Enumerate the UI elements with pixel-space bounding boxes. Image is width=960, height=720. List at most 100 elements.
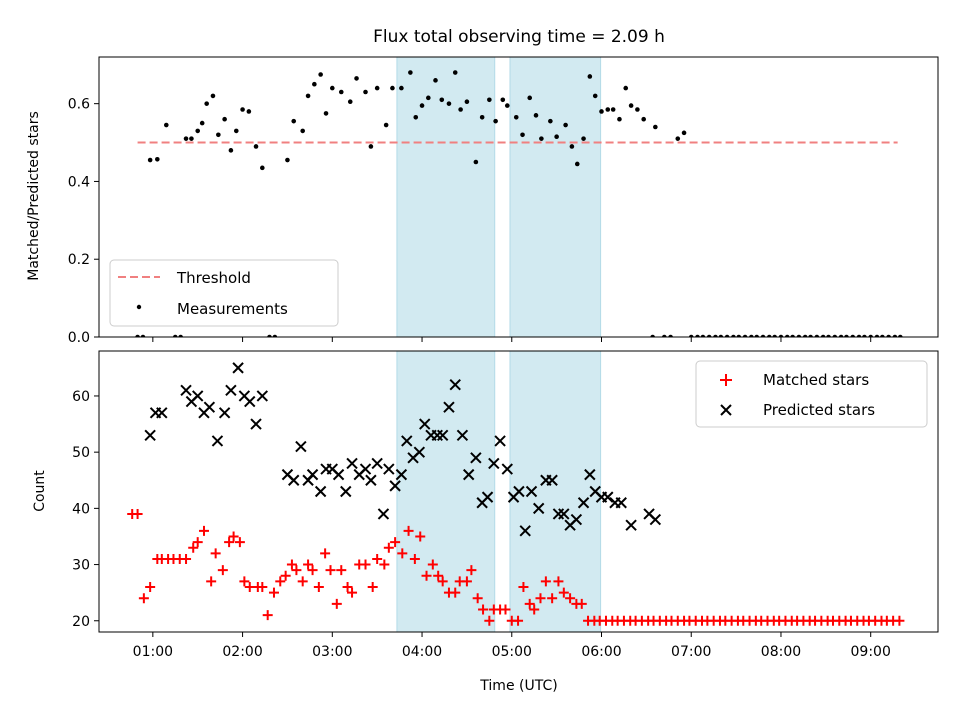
matched-point <box>415 531 426 542</box>
measurement-point <box>724 334 730 337</box>
predicted-point <box>180 384 192 397</box>
measurement-point <box>760 334 766 337</box>
measurement-point <box>826 334 831 337</box>
measurement-point <box>347 99 353 105</box>
x-tick-label: 07:00 <box>671 644 711 660</box>
measurement-point <box>548 118 553 124</box>
measurement-point <box>675 136 681 141</box>
measurement-point <box>767 334 772 337</box>
measurement-point <box>189 136 194 141</box>
matched-point <box>403 525 414 536</box>
predicted-point <box>462 468 475 481</box>
measurement-point <box>713 334 718 337</box>
matched-point <box>540 576 551 587</box>
x-tick-label: 04:00 <box>402 644 442 660</box>
top-panel: 0.0 0.2 0.4 0.6 <box>68 56 939 346</box>
measurement-point <box>790 334 795 337</box>
y-tick-label-top: 0.6 <box>68 97 90 113</box>
measurement-point <box>641 116 646 122</box>
measurement-point <box>605 107 611 112</box>
measurement-point <box>838 334 844 337</box>
measurement-point <box>433 78 438 83</box>
predicted-point <box>359 463 372 475</box>
predicted-point <box>314 485 327 498</box>
measurement-point <box>399 85 404 91</box>
bottom-panel: 20 30 40 50 60 01:00 02:00 03:00 04:00 05:00 06:00… <box>72 350 939 660</box>
measurement-point <box>856 334 862 337</box>
matched-point <box>433 570 444 581</box>
measurement-point <box>533 113 539 118</box>
predicted-point <box>395 468 408 481</box>
axes-frame-bottom <box>98 350 939 633</box>
measurement-point <box>228 148 234 153</box>
measurement-point <box>354 76 359 81</box>
matched-point <box>217 565 228 576</box>
predicted-point <box>340 485 352 498</box>
predicted-point <box>191 390 204 402</box>
predicted-point <box>649 513 662 526</box>
legend-top: Threshold Measurements <box>109 259 339 327</box>
matched-point <box>320 548 331 559</box>
measurement-point <box>587 74 593 79</box>
measurement-point <box>363 89 368 95</box>
predicted-point <box>449 379 461 391</box>
measurement-point <box>527 95 533 101</box>
predicted-point <box>519 525 531 537</box>
matched-point <box>307 565 318 576</box>
x-tick-label: 05:00 <box>492 644 532 660</box>
matched-point <box>427 559 438 570</box>
measurement-point <box>718 334 724 337</box>
measurement-point <box>147 157 153 163</box>
predicted-point <box>244 395 256 408</box>
x-tick-label: 01:00 <box>133 644 173 660</box>
measurement-point <box>599 109 604 114</box>
matched-point <box>576 598 587 609</box>
measurement-point <box>285 157 290 163</box>
measurement-point <box>569 144 575 149</box>
matched-point <box>478 604 489 615</box>
measurement-point <box>886 334 891 337</box>
matched-point <box>518 582 529 593</box>
measurement-point <box>473 159 479 165</box>
measurement-point <box>240 107 245 112</box>
matched-point <box>347 587 358 598</box>
matched-point <box>325 565 336 576</box>
measurement-point <box>862 334 867 337</box>
measurement-point <box>898 334 903 337</box>
y-tick-label-bottom: 40 <box>72 501 90 517</box>
matched-point <box>198 525 209 536</box>
legend-predicted-swatch <box>720 404 732 416</box>
measurement-point <box>844 334 849 337</box>
measurement-point <box>323 111 329 116</box>
y-tick-label-bottom: 20 <box>72 614 90 630</box>
measurement-point <box>383 122 389 128</box>
measurement-point <box>742 334 748 337</box>
x-axis-label: Time (UTC) <box>479 678 557 694</box>
matched-point <box>132 508 143 519</box>
measurement-point <box>408 70 413 75</box>
predicted-point <box>250 418 262 430</box>
matched-point <box>360 559 371 570</box>
measurement-point <box>195 128 201 134</box>
matched-point <box>291 565 302 576</box>
measurement-point <box>272 334 278 337</box>
measurement-point <box>592 93 598 99</box>
measurement-point <box>681 130 687 136</box>
plot-area-top <box>135 70 903 337</box>
predicted-point <box>481 491 494 503</box>
measurement-point <box>291 118 297 124</box>
measurement-point <box>199 120 205 126</box>
measurement-point <box>850 334 856 337</box>
y-tick-label-top: 0.4 <box>68 174 90 190</box>
matched-point <box>188 542 199 553</box>
measurement-point <box>493 118 498 124</box>
x-tick-label: 06:00 <box>581 644 621 660</box>
matched-point <box>553 576 564 587</box>
y-tick-label-top: 0.2 <box>68 252 90 268</box>
matched-point <box>239 576 250 587</box>
measurement-point <box>688 334 694 337</box>
matched-point <box>367 582 378 593</box>
measurement-point <box>784 334 790 337</box>
measurement-point <box>802 334 808 337</box>
measurement-point <box>253 144 259 149</box>
